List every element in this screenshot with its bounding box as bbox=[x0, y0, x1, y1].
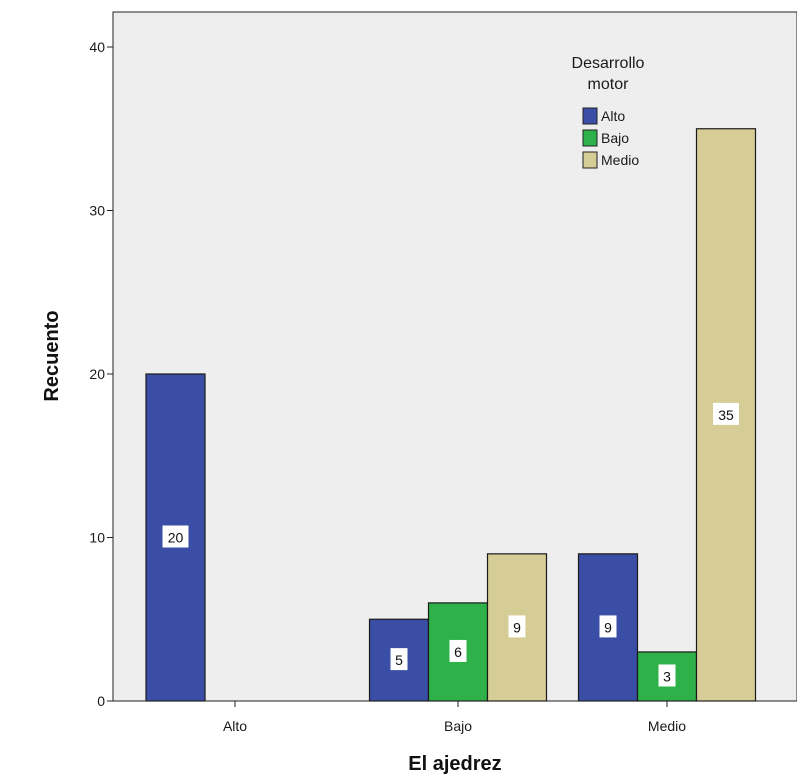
legend-swatch-bajo bbox=[582, 129, 598, 147]
data-label-box bbox=[449, 639, 467, 662]
plot-area bbox=[112, 11, 797, 702]
data-label: 5 bbox=[395, 652, 403, 668]
data-label: 6 bbox=[454, 644, 462, 660]
data-label-box bbox=[658, 664, 676, 687]
bars-layer bbox=[145, 128, 757, 702]
data-label: 9 bbox=[604, 619, 612, 635]
legend-label: Bajo bbox=[601, 130, 629, 146]
x-axis: Alto Bajo Medio bbox=[113, 700, 797, 734]
legend-title-line: motor bbox=[588, 76, 630, 93]
legend-label: Alto bbox=[601, 108, 625, 124]
data-label-box bbox=[599, 615, 617, 638]
y-tick-label: 10 bbox=[89, 530, 105, 546]
data-label-box bbox=[390, 648, 408, 671]
data-label-box bbox=[508, 615, 526, 638]
data-label: 9 bbox=[513, 619, 521, 635]
x-tick-label: Bajo bbox=[444, 718, 472, 734]
x-tick-label: Medio bbox=[648, 718, 686, 734]
data-label: 35 bbox=[718, 407, 734, 423]
y-axis: 0 10 20 30 40 bbox=[89, 12, 114, 709]
data-label: 3 bbox=[663, 668, 671, 684]
data-label-box bbox=[162, 525, 189, 548]
legend-swatch-alto bbox=[582, 107, 598, 125]
legend-swatch-medio bbox=[582, 151, 598, 169]
legend-label: Medio bbox=[601, 152, 639, 168]
data-labels-layer: 20 5 6 9 9 3 35 bbox=[162, 402, 739, 687]
y-axis-title: Recuento bbox=[41, 310, 63, 401]
legend-title-line: Desarrollo bbox=[572, 55, 645, 72]
data-label-box bbox=[713, 402, 739, 425]
x-tick-label: Alto bbox=[223, 718, 247, 734]
y-tick-label: 20 bbox=[89, 366, 105, 382]
y-tick-label: 30 bbox=[89, 203, 105, 219]
legend: Desarrollo motor Alto Bajo Medio bbox=[572, 55, 645, 169]
y-tick-label: 0 bbox=[97, 693, 105, 709]
x-axis-title: El ajedrez bbox=[408, 753, 501, 775]
legend-items: Alto Bajo Medio bbox=[582, 107, 639, 169]
y-tick-label: 40 bbox=[89, 39, 105, 55]
data-label: 20 bbox=[168, 530, 184, 546]
